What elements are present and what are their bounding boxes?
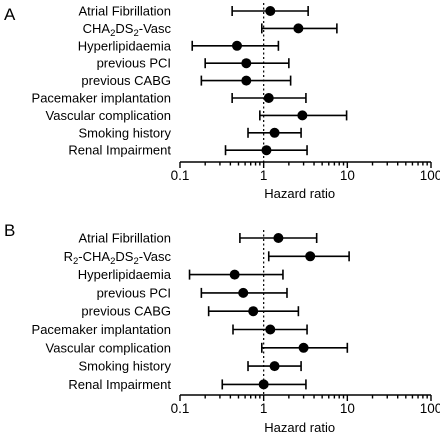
row-label: Renal Impairment <box>68 143 171 158</box>
row-label: previous PCI <box>97 56 171 71</box>
hazard-ratio-point <box>265 6 276 16</box>
hazard-ratio-point <box>238 287 249 298</box>
hazard-ratio-point <box>298 342 309 353</box>
row-label: Atrial Fibrillation <box>79 231 171 246</box>
hazard-ratio-point <box>261 145 272 156</box>
hazard-ratio-point <box>273 233 284 243</box>
row-label: Renal Impairment <box>68 377 171 392</box>
row-label: Pacemaker implantation <box>32 322 171 337</box>
x-tick-label: 0.1 <box>171 401 190 416</box>
x-tick-label: 1 <box>260 401 268 416</box>
hazard-ratio-point <box>241 75 252 86</box>
hazard-ratio-point <box>229 269 240 280</box>
x-tick-label: 10 <box>340 168 355 183</box>
forest-panel-b: B Atrial Fibrillation R2-CHA2DS2-VascHyper… <box>4 221 440 435</box>
x-tick-label: 0.1 <box>171 168 190 183</box>
row-label: previous PCI <box>97 285 171 300</box>
hazard-ratio-point <box>241 58 252 69</box>
row-label: Hyperlipidaemia <box>78 38 172 53</box>
x-tick-label: 100 <box>420 401 440 416</box>
hazard-ratio-point <box>269 127 280 138</box>
x-tick-label: 100 <box>420 168 440 183</box>
hazard-ratio-point <box>248 306 259 317</box>
hazard-ratio-point <box>269 361 280 372</box>
row-label: Vascular complication <box>46 340 171 355</box>
row-label: Atrial Fibrillation <box>79 4 171 19</box>
x-axis-title: Hazard ratio <box>264 420 335 435</box>
row-label: Smoking history <box>79 125 172 140</box>
forest-panel-a: A Atrial Fibrillation CHA2DS2-VascHyperlip… <box>4 3 440 201</box>
hazard-ratio-point <box>293 23 304 34</box>
row-label: R2-CHA2DS2-Vasc <box>64 249 172 267</box>
row-label: Vascular complication <box>46 108 171 123</box>
row-label: previous CABG <box>81 73 171 88</box>
panel-letter: A <box>4 5 16 24</box>
row-label: Hyperlipidaemia <box>78 267 172 282</box>
row-label: previous CABG <box>81 304 171 319</box>
x-axis-title: Hazard ratio <box>264 186 335 201</box>
hazard-ratio-point <box>305 251 316 262</box>
x-tick-label: 10 <box>340 401 355 416</box>
hazard-ratio-point <box>231 40 242 51</box>
hazard-ratio-point <box>265 324 276 335</box>
panel-letter: B <box>4 221 15 240</box>
hazard-ratio-point <box>297 110 308 121</box>
row-label: Pacemaker implantation <box>32 91 171 106</box>
row-label: Smoking history <box>79 359 172 374</box>
hazard-ratio-point <box>258 379 269 390</box>
hazard-ratio-point <box>263 93 274 103</box>
x-tick-label: 1 <box>260 168 268 183</box>
row-label: CHA2DS2-Vasc <box>83 21 172 39</box>
